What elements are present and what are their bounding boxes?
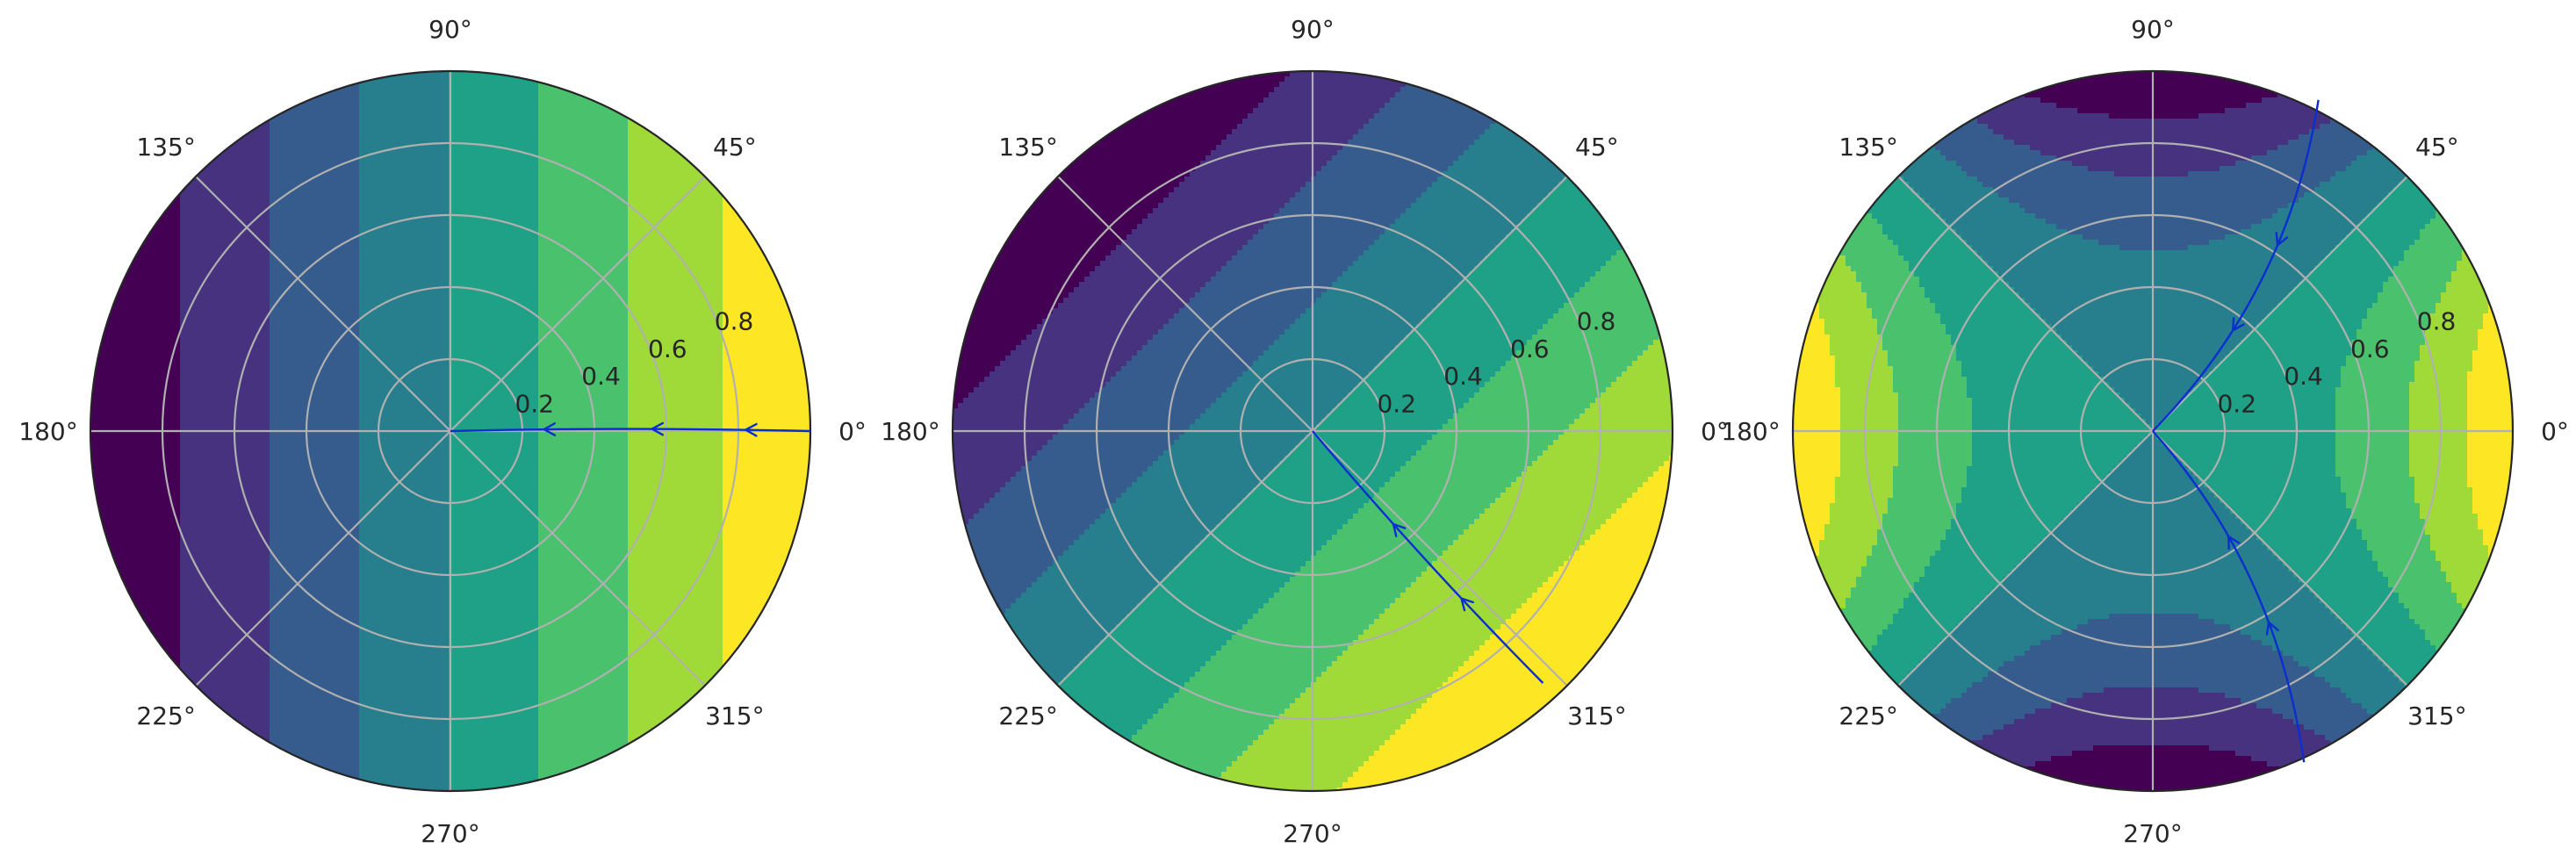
theta-tick-label: 315°	[1567, 701, 1626, 730]
r-tick-label: 0.2	[514, 390, 554, 419]
r-tick-label: 0.4	[2284, 362, 2323, 391]
theta-tick-label: 270°	[2123, 819, 2182, 848]
streamline-arrow	[745, 422, 758, 437]
theta-tick-label: 90°	[2131, 15, 2175, 44]
angular-gridline	[1057, 176, 1313, 432]
streamline-arrow	[2265, 621, 2279, 636]
r-tick-label: 0.8	[2417, 306, 2457, 335]
streamline	[1312, 430, 1544, 684]
angular-gridline	[1897, 430, 2154, 687]
angular-gridline	[1897, 176, 2154, 432]
theta-tick-label: 45°	[2415, 133, 2459, 162]
streamline	[2152, 99, 2320, 432]
streamline-arrow	[1460, 597, 1474, 612]
theta-tick-label: 270°	[1283, 819, 1342, 848]
angular-gridline	[1057, 430, 1313, 687]
r-tick-label: 0.2	[2217, 390, 2256, 419]
r-tick-label: 0.6	[1510, 334, 1550, 363]
theta-tick-label: 180°	[18, 417, 77, 446]
theta-tick-label: 180°	[1721, 417, 1780, 446]
contour-fill	[90, 71, 810, 791]
theta-tick-label: 225°	[1838, 701, 1897, 730]
r-tick-label: 0.4	[581, 362, 621, 391]
streamline-arrow	[2232, 317, 2245, 332]
r-tick-label: 0.8	[1577, 306, 1616, 335]
angular-gridline	[195, 176, 451, 432]
theta-tick-label: 0°	[838, 417, 867, 446]
angular-gridline	[1312, 430, 1568, 687]
polar-spine	[951, 69, 1674, 793]
r-tick-label: 0.8	[715, 306, 754, 335]
theta-tick-label: 315°	[2407, 701, 2466, 730]
r-tick-label: 0.4	[1443, 362, 1483, 391]
angular-gridline	[2152, 430, 2408, 687]
r-tick-label: 0.6	[648, 334, 687, 363]
polar-plot-2: 0° 45° 90° 135° 180° 225° 270° 315° 0.2 0.4 0.6 0.8	[881, 15, 1729, 848]
theta-tick-label: 225°	[136, 701, 195, 730]
streamline-arrow	[2227, 535, 2241, 550]
theta-tick-label: 225°	[998, 701, 1057, 730]
streamline-arrow	[1392, 522, 1407, 537]
angular-gridline	[450, 430, 706, 687]
theta-tick-label: 135°	[998, 133, 1057, 162]
r-tick-label: 0.6	[2350, 334, 2390, 363]
theta-tick-label: 45°	[1575, 133, 1619, 162]
theta-tick-label: 0°	[1701, 417, 1729, 446]
polar-plot-3: 0° 45° 90° 135° 180° 225° 270° 315° 0.2 0.4 0.6 0.8	[1721, 15, 2569, 848]
streamline-arrow	[651, 421, 665, 436]
contour-fill	[1793, 71, 2513, 791]
polar-spine	[1791, 69, 2515, 793]
streamline	[2152, 430, 2306, 763]
polar-plot-1: 0° 45° 90° 135° 180° 225° 270° 315° 0.2 0.4 0.6 0.8	[18, 15, 867, 848]
streamline-arrow	[543, 422, 557, 436]
streamline-arrow	[2275, 232, 2289, 247]
theta-tick-label: 315°	[705, 701, 764, 730]
theta-tick-label: 180°	[881, 417, 939, 446]
theta-tick-label: 135°	[1838, 133, 1897, 162]
angular-gridline	[1312, 176, 1568, 432]
theta-tick-label: 270°	[421, 819, 479, 848]
angular-gridline	[2152, 176, 2408, 432]
angular-gridline	[450, 176, 706, 432]
theta-tick-label: 45°	[713, 133, 757, 162]
theta-tick-label: 90°	[428, 15, 472, 44]
angular-gridline	[195, 430, 451, 687]
streamline	[450, 428, 811, 433]
r-tick-label: 0.2	[1377, 390, 1416, 419]
theta-tick-label: 0°	[2541, 417, 2569, 446]
theta-tick-label: 135°	[136, 133, 195, 162]
theta-tick-label: 90°	[1291, 15, 1335, 44]
